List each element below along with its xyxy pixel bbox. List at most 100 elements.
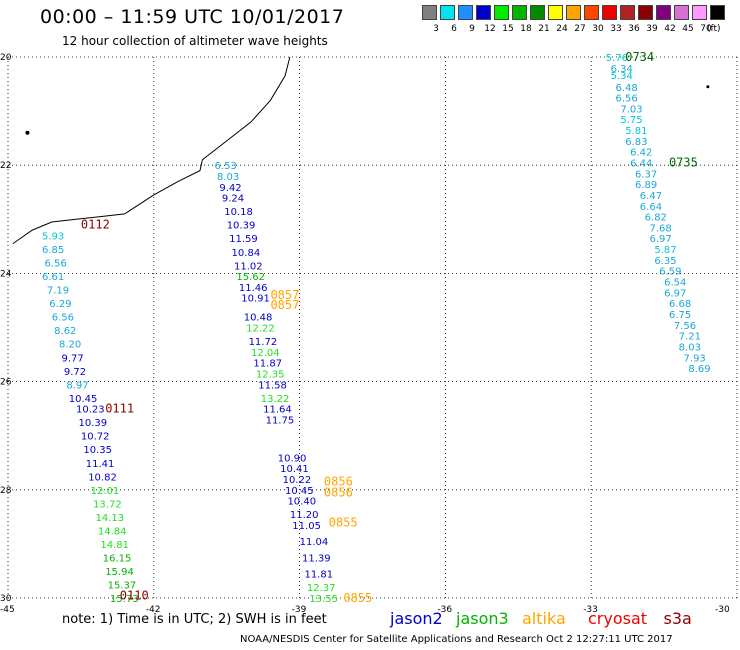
wave-height-value: 7.93 <box>684 353 706 364</box>
wave-height-value: 11.58 <box>258 380 287 391</box>
wave-height-value: 15.37 <box>108 580 137 591</box>
wave-height-value: 5.81 <box>625 126 647 137</box>
legend-swatch <box>602 5 617 20</box>
legend-label: 42 <box>664 24 676 34</box>
legend-label: 15 <box>502 24 514 34</box>
legend-label: 39 <box>646 24 658 34</box>
legend-label: 3 <box>433 24 439 34</box>
wave-height-value: 10.90 <box>278 453 307 464</box>
legend-label: 45 <box>682 24 694 34</box>
wave-height-value: 5.34 <box>611 71 633 82</box>
wave-height-value: 7.21 <box>679 332 701 343</box>
legend-swatch <box>530 5 545 20</box>
legend-label: 9 <box>469 24 475 34</box>
coastline <box>12 56 291 245</box>
wave-height-value: 11.39 <box>302 553 331 564</box>
satellite-name: cryosat <box>588 609 648 628</box>
legend-swatch <box>692 5 707 20</box>
map-title: 00:00 – 11:59 UTC 10/01/2017 <box>40 6 345 28</box>
legend-swatch <box>656 5 671 20</box>
wave-height-value: 13.55 <box>309 594 338 605</box>
wave-height-value: 7.56 <box>674 321 696 332</box>
wave-height-value: 13.72 <box>93 499 122 510</box>
wave-height-value: 8.03 <box>217 172 239 183</box>
wave-height-value: 11.04 <box>300 537 329 548</box>
wave-height-value: 6.56 <box>52 313 74 324</box>
wave-height-value: 11.72 <box>249 337 278 348</box>
wave-height-value: 10.35 <box>83 445 112 456</box>
wave-height-value: 12.35 <box>256 369 285 380</box>
legend-swatch <box>710 5 725 20</box>
wave-height-value: 6.29 <box>49 299 71 310</box>
lon-tick-label: -33 <box>583 605 598 615</box>
pass-time-label: 0112 <box>81 218 110 232</box>
wave-height-value: 12.01 <box>91 486 120 497</box>
wave-height-value: 10.48 <box>244 313 273 324</box>
wave-height-value: 5.93 <box>42 232 64 243</box>
wave-height-value: 11.05 <box>292 521 321 532</box>
pass-time-label: 0856 <box>324 486 353 500</box>
legend-swatch <box>548 5 563 20</box>
pass-time-label: 0857 <box>270 288 299 302</box>
wave-height-value: 8.69 <box>688 364 710 375</box>
pass-time-label: 0856 <box>324 475 353 489</box>
wave-height-value: 10.23 <box>76 405 105 416</box>
wave-height-value: 10.39 <box>227 221 256 232</box>
wave-height-value: 11.59 <box>229 234 258 245</box>
wave-height-value: 6.44 <box>630 158 652 169</box>
wave-height-value: 10.72 <box>81 432 110 443</box>
legend-label: 36 <box>628 24 640 34</box>
wave-height-value: 9.42 <box>219 183 241 194</box>
wave-height-value: 14.81 <box>100 540 129 551</box>
wave-height-value: 10.45 <box>69 394 98 405</box>
lon-tick-label: -39 <box>292 605 307 615</box>
wave-height-value: 11.64 <box>263 405 292 416</box>
wave-height-value: 6.68 <box>669 299 691 310</box>
map-subtitle: 12 hour collection of altimeter wave hei… <box>62 34 328 48</box>
wave-height-value: 6.61 <box>42 272 64 283</box>
satellite-name: jason3 <box>456 609 509 628</box>
legend-swatch <box>674 5 689 20</box>
wave-height-value: 16.15 <box>103 553 132 564</box>
note-text: note: 1) Time is in UTC; 2) SWH is in fe… <box>62 612 327 627</box>
lat-tick-label: 30 <box>0 594 12 604</box>
wave-height-value: 6.83 <box>625 137 647 148</box>
pass-time-label: 0857 <box>270 298 299 312</box>
wave-height-value: 6.37 <box>635 169 657 180</box>
wave-height-value: 5.76 <box>606 53 628 64</box>
legend-unit: (ft) <box>707 24 721 34</box>
legend-swatch <box>458 5 473 20</box>
wave-height-value: 11.75 <box>266 415 295 426</box>
legend-swatch <box>422 5 437 20</box>
island-dot <box>706 85 710 89</box>
lat-tick-label: 26 <box>0 378 12 388</box>
island-dot <box>25 130 30 135</box>
wave-height-value: 5.75 <box>620 115 642 126</box>
legend-label: 70 <box>700 24 712 34</box>
wave-height-value: 10.39 <box>78 418 107 429</box>
credit-line: NOAA/NESDIS Center for Satellite Applica… <box>240 634 673 645</box>
wave-height-value: 6.59 <box>659 267 681 278</box>
wave-height-value: 11.87 <box>253 359 282 370</box>
legend-label: 21 <box>538 24 550 34</box>
lon-tick-label: -30 <box>715 605 730 615</box>
legend-swatch <box>494 5 509 20</box>
lat-tick-label: 20 <box>0 53 12 63</box>
wave-height-value: 6.75 <box>669 310 691 321</box>
pass-time-label: 0855 <box>329 515 358 529</box>
wave-height-value: 11.46 <box>239 283 268 294</box>
pass-time-label: 0734 <box>625 50 654 64</box>
wave-height-value: 10.22 <box>283 475 312 486</box>
legend-label: 18 <box>520 24 532 34</box>
wave-height-value: 14.13 <box>95 513 124 524</box>
lat-tick-label: 22 <box>0 161 11 171</box>
wave-height-value: 6.97 <box>650 234 672 245</box>
legend-label: 30 <box>592 24 604 34</box>
pass-time-label: 0735 <box>669 155 698 169</box>
wave-height-value: 10.18 <box>224 207 253 218</box>
pass-time-label: 0110 <box>120 588 149 602</box>
wave-height-value: 15.62 <box>236 272 265 283</box>
wave-height-value: 8.97 <box>66 380 88 391</box>
wave-height-value: 10.84 <box>232 248 261 259</box>
